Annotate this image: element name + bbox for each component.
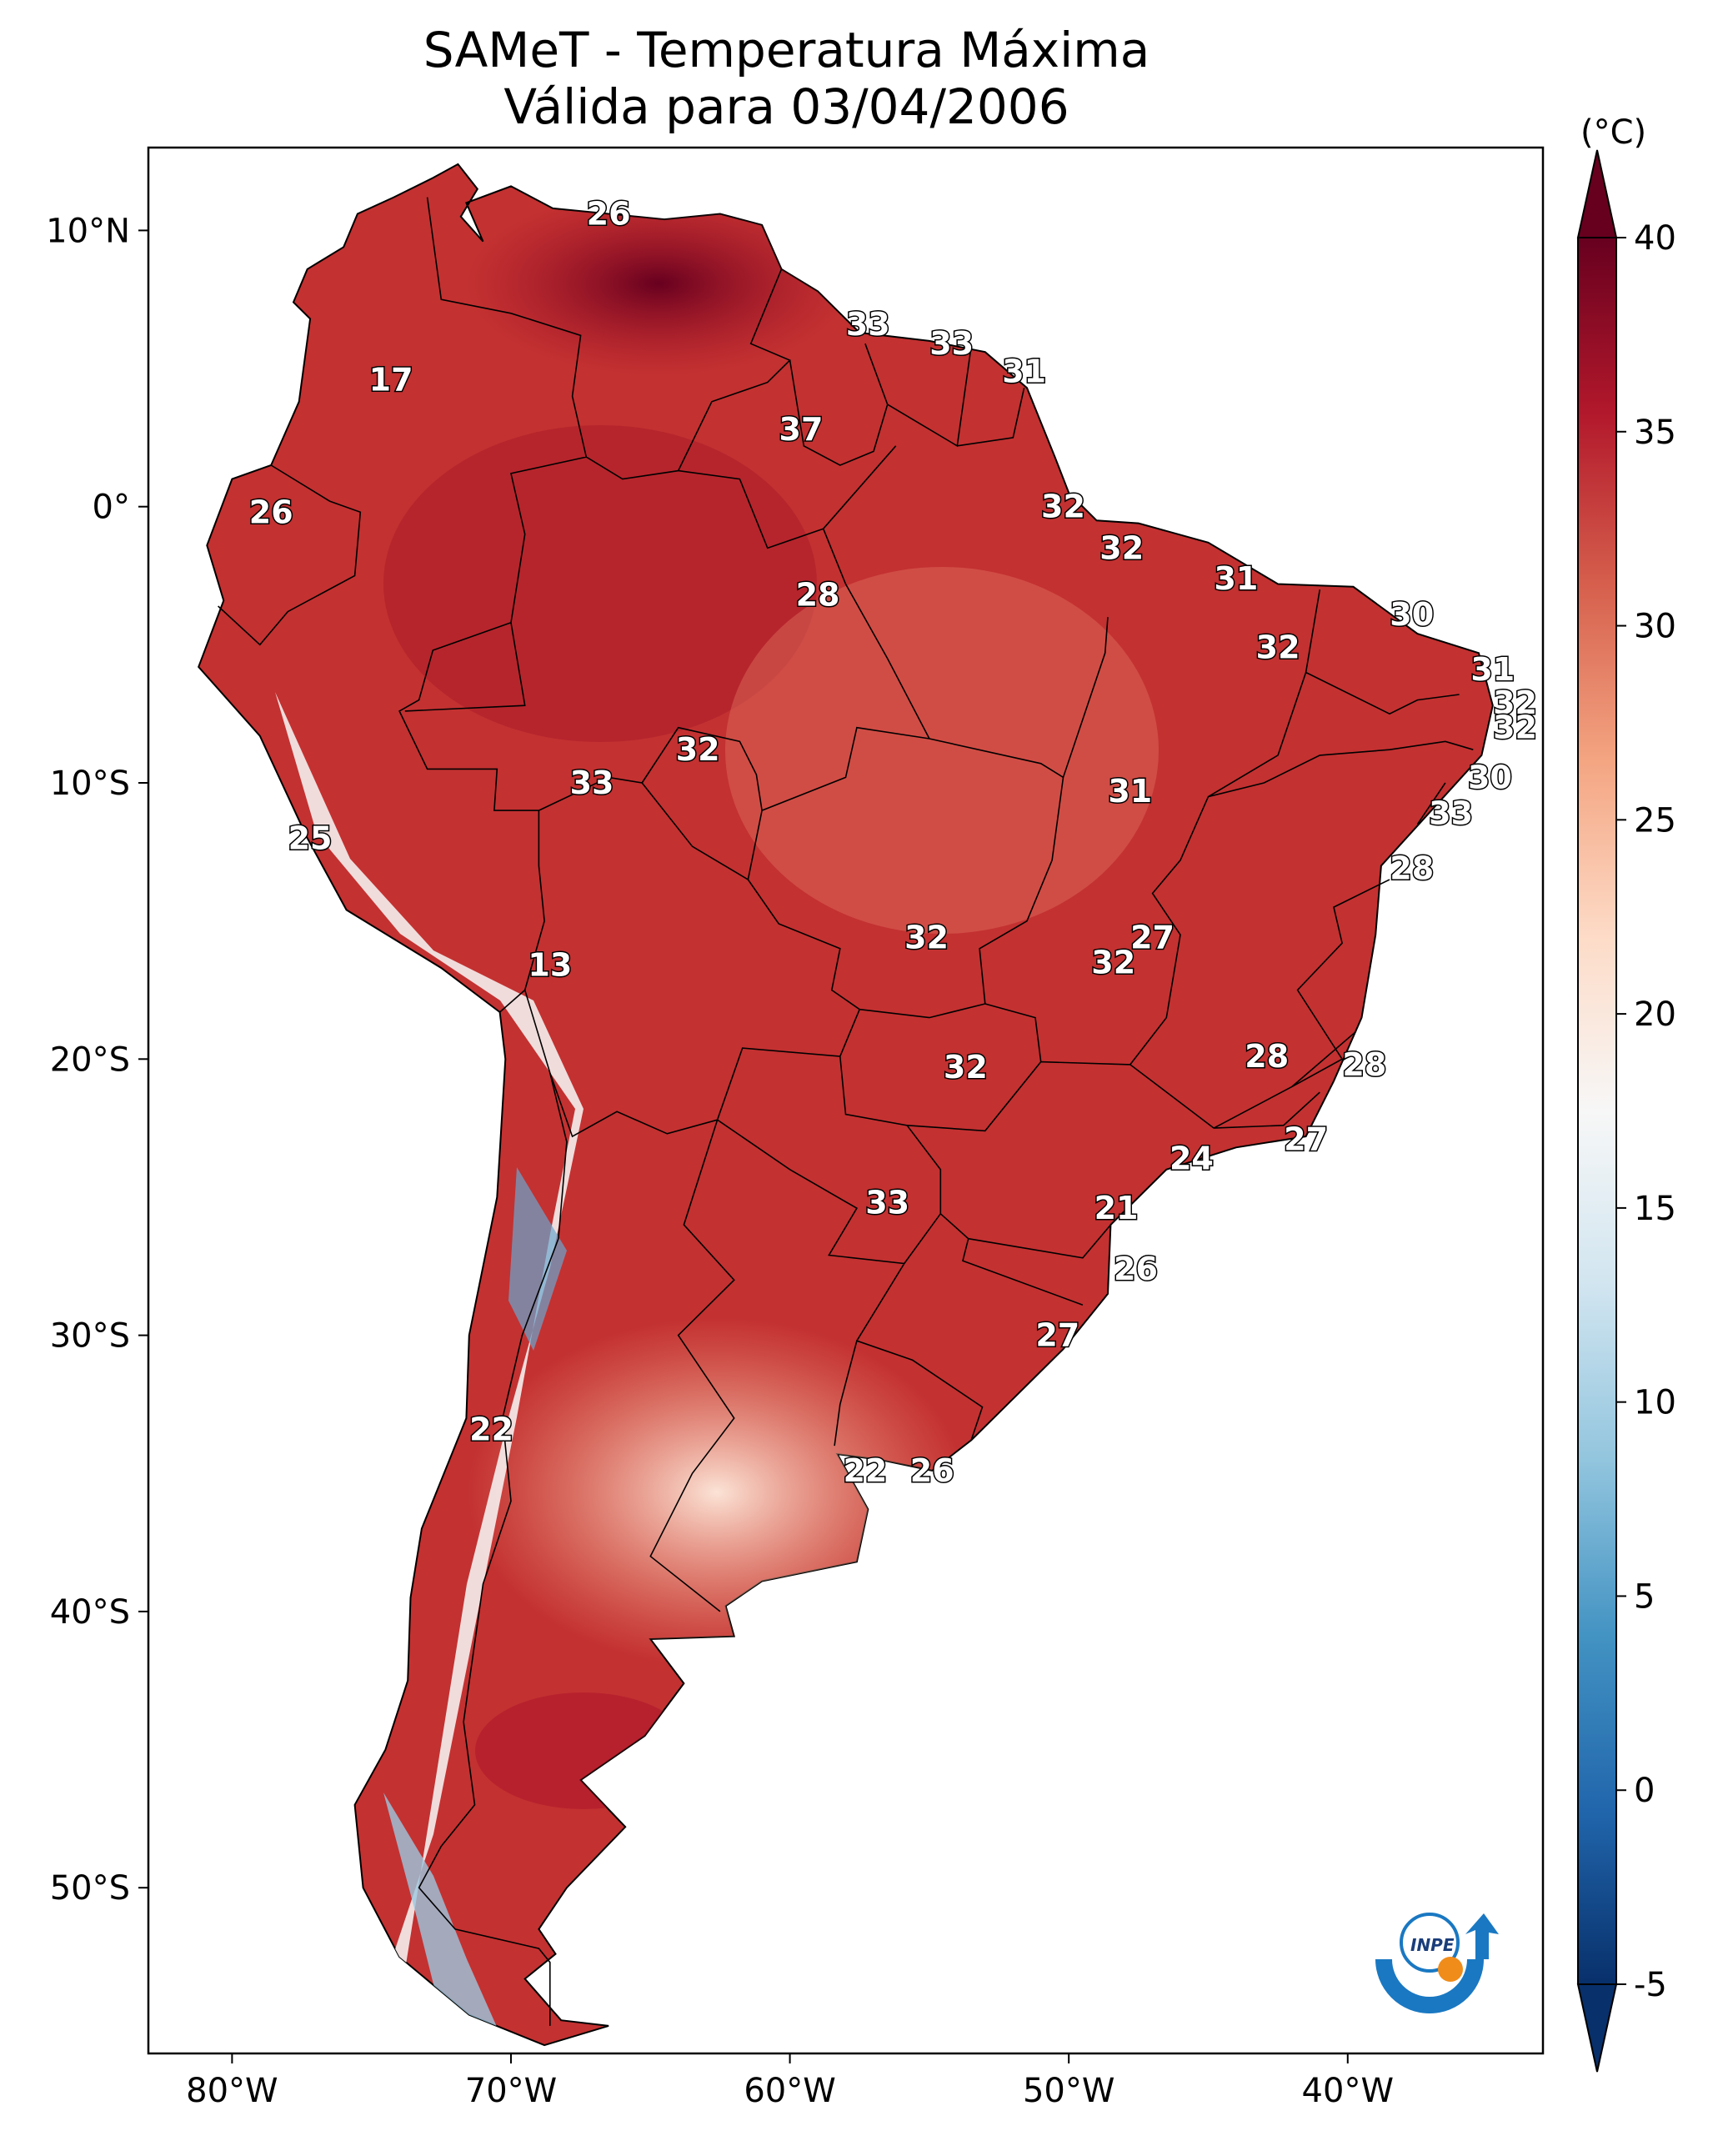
- temperature-label: 32: [944, 1049, 988, 1086]
- temperature-label: 32: [904, 920, 949, 956]
- temperature-label: 32: [1099, 529, 1144, 566]
- lat-tick-label: 0°: [93, 489, 130, 527]
- colorbar-tick-label: 30: [1634, 608, 1676, 646]
- temperature-label: 25: [288, 820, 333, 856]
- colorbar-unit: (°C): [1580, 113, 1646, 152]
- inpe-logo-text: INPE: [1410, 1935, 1455, 1955]
- lat-tick-label: 10°N: [46, 212, 130, 250]
- temperature-label: 24: [1170, 1141, 1214, 1177]
- colorbar-tick-label: 5: [1634, 1577, 1655, 1616]
- continent-temperature-field: [198, 163, 1494, 2047]
- temperature-label: 31: [1214, 560, 1258, 597]
- lat-tick-label: 40°S: [50, 1593, 130, 1632]
- colorbar-tick-label: 15: [1634, 1190, 1676, 1228]
- temperature-label: 21: [1094, 1190, 1139, 1226]
- lat-tick-label: 50°S: [50, 1869, 130, 1908]
- country-borders: [218, 197, 1474, 2026]
- temperature-label: 31: [1108, 773, 1152, 810]
- colorbar-max-arrow: [1576, 149, 1618, 238]
- colorbar: (°C) 40 35 30 25 20 15 10 5 0 -5: [1576, 113, 1676, 2073]
- temperature-label: 28: [1342, 1046, 1386, 1083]
- map-frame: [147, 146, 1545, 2055]
- colorbar-tick-label: 25: [1634, 801, 1676, 840]
- temperature-label: 22: [469, 1411, 513, 1447]
- colorbar-tick-label: 40: [1634, 219, 1676, 258]
- colorbar-bar: [1577, 237, 1617, 1985]
- temperature-label: 33: [865, 1185, 909, 1221]
- temperature-label: 32: [676, 731, 720, 768]
- lat-tick-label: 30°S: [50, 1317, 130, 1356]
- temperature-label: 33: [570, 765, 614, 801]
- inpe-logo: INPE: [1375, 1913, 1499, 2013]
- temperature-label: 27: [1284, 1121, 1328, 1157]
- temperature-label: 26: [910, 1452, 954, 1489]
- map-title: SAMeT - Temperatura Máxima: [423, 22, 1150, 78]
- temperature-label: 27: [1035, 1317, 1079, 1354]
- temperature-label: 17: [369, 361, 413, 398]
- temperature-label: 32: [1091, 944, 1135, 980]
- temperature-label: 37: [779, 411, 824, 448]
- temperature-label: 27: [1130, 920, 1175, 956]
- colorbar-tick-label: -5: [1634, 1966, 1667, 2004]
- colorbar-tick-label: 10: [1634, 1384, 1676, 1422]
- colorbar-tick-label: 20: [1634, 995, 1676, 1034]
- lon-tick-label: 80°W: [186, 2072, 278, 2110]
- colorbar-min-arrow: [1576, 1983, 1618, 2073]
- temperature-label: 32: [1256, 629, 1300, 666]
- temperature-label: 26: [249, 494, 293, 530]
- temperature-label: 22: [843, 1452, 887, 1489]
- temperature-label: 28: [796, 577, 840, 614]
- temperature-label: 33: [1429, 795, 1473, 831]
- map-subtitle: Válida para 03/04/2006: [503, 78, 1069, 135]
- temperature-label: 13: [528, 947, 572, 984]
- temperature-label: 33: [929, 325, 974, 362]
- colorbar-tick-label: 0: [1634, 1772, 1655, 1810]
- temperature-label: 28: [1390, 850, 1434, 887]
- temperature-label: 32: [1493, 709, 1537, 746]
- temperature-label: 32: [1041, 489, 1085, 525]
- temperature-label: 30: [1468, 759, 1512, 795]
- lon-tick-label: 50°W: [1023, 2072, 1114, 2110]
- lon-tick-label: 40°W: [1302, 2072, 1394, 2110]
- temperature-label: 31: [1002, 353, 1046, 389]
- temperature-label: 26: [587, 196, 631, 233]
- temperature-label: 33: [846, 306, 890, 343]
- colorbar-tick-label: 35: [1634, 414, 1676, 452]
- lat-tick-label: 10°S: [50, 765, 130, 803]
- lon-tick-label: 70°W: [465, 2072, 557, 2110]
- temperature-label: 26: [1114, 1251, 1158, 1287]
- temperature-label: 30: [1390, 596, 1434, 633]
- temperature-label: 32: [1493, 684, 1537, 721]
- temperature-label: 28: [1245, 1038, 1289, 1075]
- lon-tick-label: 60°W: [744, 2072, 835, 2110]
- temperature-label: 31: [1470, 651, 1515, 688]
- lat-tick-label: 20°S: [50, 1040, 130, 1079]
